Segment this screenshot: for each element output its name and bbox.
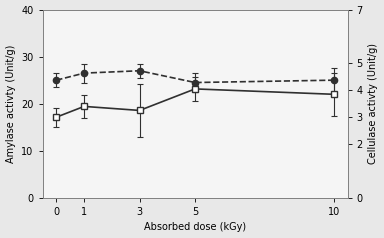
Y-axis label: Cellulase activty (Unit/g): Cellulase activty (Unit/g): [368, 43, 379, 164]
X-axis label: Absorbed dose (kGy): Absorbed dose (kGy): [144, 223, 246, 233]
Y-axis label: Amylase activty (Unit/g): Amylase activty (Unit/g): [5, 45, 16, 163]
